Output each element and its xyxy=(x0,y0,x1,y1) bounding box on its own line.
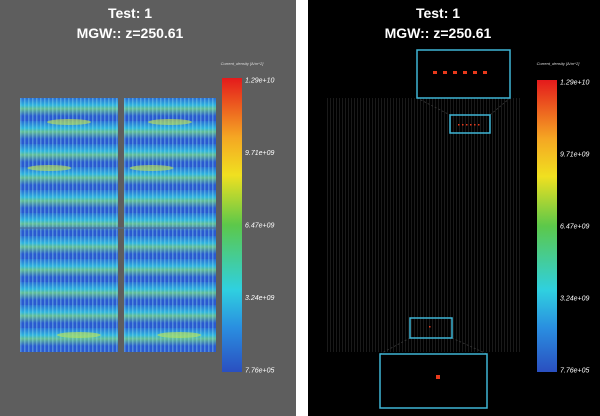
panel-subtitle: MGW:: z=250.61 xyxy=(77,25,184,41)
colorbar-tick-label: 6.47e+09 xyxy=(245,223,274,230)
heat-spot xyxy=(130,165,174,171)
colorbar-label: Current_density [A/m^2] xyxy=(221,61,265,66)
panel-subtitle: MGW:: z=250.61 xyxy=(385,25,492,41)
hotspot xyxy=(433,71,437,74)
domain xyxy=(325,98,521,352)
colorbar-tick-label: 7.76e+05 xyxy=(245,368,274,375)
hotspot xyxy=(443,71,447,74)
panel-title: Test: 1 xyxy=(416,5,460,21)
heat-spot xyxy=(148,119,192,125)
heat-spot xyxy=(47,119,91,125)
colorbar xyxy=(222,78,242,372)
hotspot xyxy=(474,124,476,126)
colorbar-tick-label: 3.24e+09 xyxy=(245,295,274,302)
hotspot xyxy=(453,71,457,74)
colorbar-tick-label: 1.29e+10 xyxy=(245,78,274,85)
colorbar-tick-label: 1.29e+10 xyxy=(560,80,589,87)
figure: Test: 1 MGW:: z=250.61 Current_density [… xyxy=(0,0,600,416)
hotspot xyxy=(436,375,440,379)
heat-spot xyxy=(57,332,101,338)
heat-spot xyxy=(27,165,71,171)
colorbar-tick-label: 6.47e+09 xyxy=(560,224,589,231)
panel-title: Test: 1 xyxy=(108,5,152,21)
hotspot xyxy=(466,124,468,126)
hotspot xyxy=(473,71,477,74)
colorbar-tick-label: 9.71e+09 xyxy=(245,150,274,157)
heat-stripes xyxy=(124,98,216,352)
colorbar xyxy=(537,80,557,372)
hotspot xyxy=(483,71,487,74)
hotspot xyxy=(462,124,464,126)
hotspot xyxy=(478,124,480,126)
hotspot xyxy=(463,71,467,74)
hotspot xyxy=(429,326,431,328)
hotspot xyxy=(458,124,460,126)
colorbar-tick-label: 9.71e+09 xyxy=(560,152,589,159)
hotspot xyxy=(470,124,472,126)
colorbar-tick-label: 7.76e+05 xyxy=(560,368,589,375)
heatmap xyxy=(20,98,216,352)
colorbar-tick-label: 3.24e+09 xyxy=(560,296,589,303)
colorbar-label: Current_density [A/m^2] xyxy=(537,61,581,66)
heat-stripes xyxy=(20,98,118,352)
page: {"panels": [ {"title": "Test: 1", "subti… xyxy=(0,0,600,416)
heat-spot xyxy=(157,332,201,338)
